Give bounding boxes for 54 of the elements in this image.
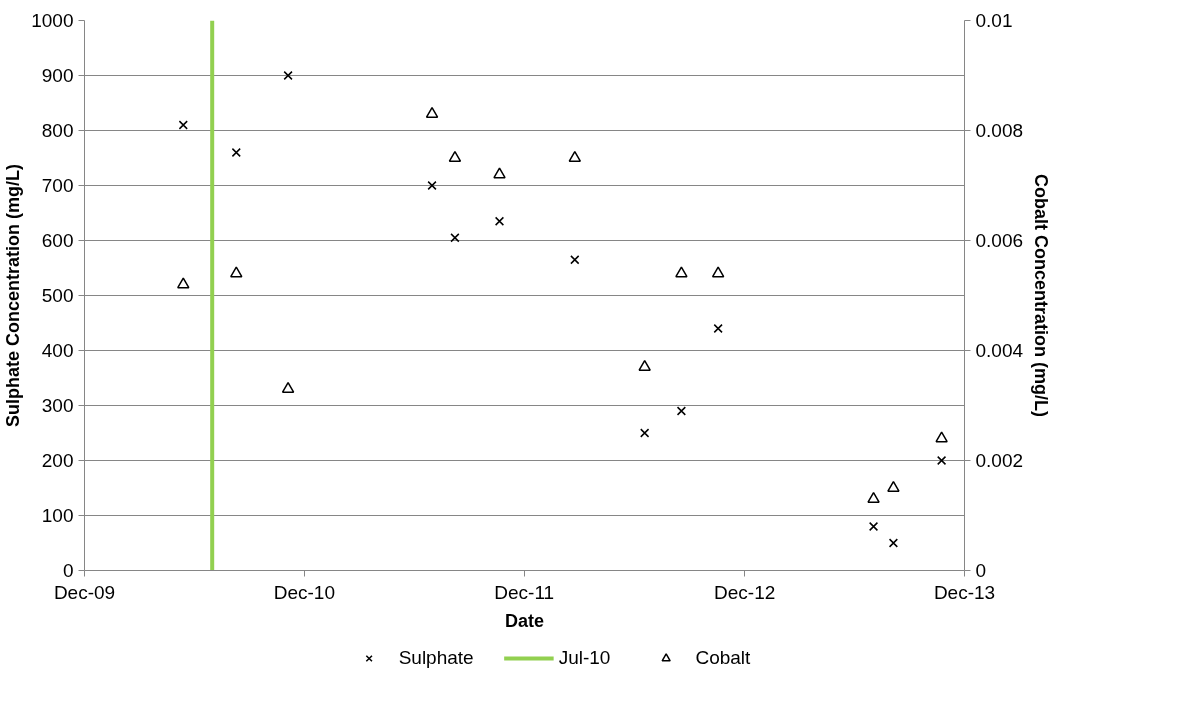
point	[231, 147, 241, 158]
point	[675, 266, 688, 278]
point	[868, 521, 879, 532]
y2-tick-label: 0.01	[975, 10, 1013, 31]
x-tick-label: Dec-12	[714, 581, 776, 603]
legend-label: Cobalt	[695, 647, 751, 669]
x-tick-label: Dec-11	[494, 581, 555, 603]
y-tick-label: 0	[62, 560, 74, 581]
point	[713, 323, 723, 334]
point	[888, 538, 899, 548]
legend-label: Sulphate	[398, 647, 474, 669]
y-tick-label: 200	[41, 450, 74, 471]
y2-tick-label: 0.008	[975, 120, 1024, 141]
point	[281, 381, 295, 393]
point	[711, 266, 725, 278]
point	[887, 480, 900, 492]
y-tick-label: 100	[41, 505, 74, 526]
point	[638, 359, 651, 371]
x-axis-title: Date	[504, 610, 545, 631]
point	[425, 106, 439, 118]
y2-tick-label: 0.004	[975, 340, 1024, 361]
y-tick-label: 1000	[31, 10, 74, 31]
point	[178, 120, 188, 130]
y-axis-title: Sulphate Concentration (mg/L)	[3, 164, 24, 427]
point	[640, 428, 650, 438]
point	[493, 167, 506, 179]
x-tick-label: Dec-13	[933, 581, 996, 603]
x-tick-label: Dec-10	[273, 581, 335, 603]
y2-tick-label: 0.002	[975, 450, 1024, 471]
point	[935, 431, 948, 443]
y2-tick-label: 0	[975, 560, 987, 581]
point	[283, 70, 293, 81]
point	[177, 277, 190, 289]
point	[570, 255, 580, 265]
y2-axis-title: Cobalt Concentration (mg/L)	[1031, 174, 1052, 417]
point	[448, 150, 462, 162]
y-tick-label: 500	[41, 285, 74, 306]
y-tick-label: 600	[41, 230, 74, 251]
x-tick-label: Dec-09	[53, 581, 116, 603]
y-tick-label: 900	[41, 65, 74, 86]
point	[676, 406, 687, 416]
y2-tick-label: 0.006	[975, 230, 1024, 251]
y-tick-label: 800	[41, 120, 74, 141]
point	[427, 180, 437, 191]
point	[450, 233, 460, 243]
y-tick-label: 400	[41, 340, 74, 361]
y-tick-label: 300	[41, 395, 74, 416]
y-tick-label: 700	[41, 175, 74, 196]
point	[494, 216, 505, 226]
point	[230, 266, 243, 278]
point	[568, 150, 582, 162]
legend-label: Jul-10	[558, 647, 611, 669]
point	[936, 455, 947, 466]
point	[867, 491, 880, 503]
